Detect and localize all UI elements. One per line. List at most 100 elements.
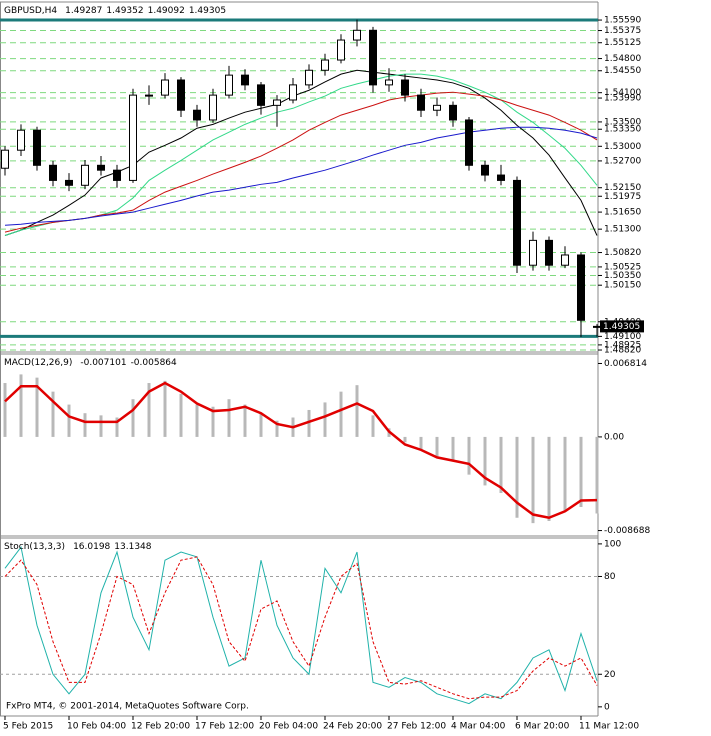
y-tick-label: 1.51975 bbox=[604, 192, 641, 202]
candle-body bbox=[449, 104, 457, 121]
candle-body bbox=[401, 79, 409, 96]
indicator-line bbox=[4, 69, 598, 236]
candle-body bbox=[497, 174, 505, 181]
y-tick-label: 0.006814 bbox=[604, 359, 647, 369]
x-tick-label: 5 Feb 2015 bbox=[3, 722, 53, 732]
candle-body bbox=[65, 179, 73, 186]
candle-body bbox=[417, 94, 425, 111]
candle-body bbox=[1, 149, 9, 169]
y-tick-label: 1.52150 bbox=[604, 183, 641, 193]
copyright: FxPro MT4, © 2001-2014, MetaQuotes Softw… bbox=[6, 702, 249, 712]
candle-body bbox=[225, 74, 233, 96]
indicator-line bbox=[4, 545, 598, 705]
y-tick-label: 1.53990 bbox=[604, 94, 641, 104]
x-tick-label: 20 Feb 04:00 bbox=[259, 722, 318, 732]
y-tick-label: 20 bbox=[604, 670, 616, 680]
candle-body bbox=[33, 129, 41, 166]
panel-title: GBPUSD,H4 bbox=[4, 6, 57, 16]
candle-body bbox=[481, 164, 489, 176]
readout-value: -0.005864 bbox=[131, 358, 177, 368]
x-tick-label: 24 Feb 20:00 bbox=[323, 722, 382, 732]
last-price-label: 1.49305 bbox=[603, 322, 640, 332]
candle-body bbox=[161, 79, 169, 96]
y-tick-label: 80 bbox=[604, 572, 616, 582]
candle-body bbox=[241, 74, 249, 86]
x-tick-label: 27 Feb 12:00 bbox=[387, 722, 446, 732]
candle-body bbox=[369, 29, 377, 86]
candle-body bbox=[129, 94, 137, 181]
x-tick-label: 4 Mar 04:00 bbox=[451, 722, 506, 732]
x-tick-label: 10 Feb 04:00 bbox=[67, 722, 126, 732]
indicator-line bbox=[4, 556, 598, 700]
y-tick-label: 1.50525 bbox=[604, 262, 641, 272]
candle-body bbox=[193, 109, 201, 121]
candle-body bbox=[17, 129, 25, 151]
y-tick-label: 1.52700 bbox=[604, 156, 641, 166]
candle-body bbox=[337, 39, 345, 61]
candle-body bbox=[513, 179, 521, 266]
candle-body bbox=[305, 69, 313, 86]
y-tick-label: 1.48925 bbox=[604, 340, 641, 350]
candle-body bbox=[593, 325, 601, 328]
x-tick-label: 12 Feb 20:00 bbox=[131, 722, 190, 732]
candle-body bbox=[465, 119, 473, 166]
y-tick-label: 0.00 bbox=[604, 432, 624, 442]
candle-body bbox=[257, 84, 265, 106]
indicator-line bbox=[4, 91, 598, 233]
candle-body bbox=[321, 59, 329, 71]
candle-body bbox=[81, 164, 89, 186]
panel-title: Stoch(13,3,3) bbox=[4, 542, 65, 552]
y-tick-label: 1.54800 bbox=[604, 54, 641, 64]
last-price-box bbox=[600, 320, 644, 333]
candle-body bbox=[385, 79, 393, 86]
y-tick-label: 1.53000 bbox=[604, 142, 641, 152]
y-tick-label: 0 bbox=[604, 702, 610, 712]
y-tick-label: 1.55590 bbox=[604, 16, 641, 26]
y-tick-label: 1.50150 bbox=[604, 281, 641, 291]
panel-header: Stoch(13,3,3) 16.0198 13.1348 bbox=[4, 542, 152, 552]
panel-header: GBPUSD,H4 1.49287 1.49352 1.49092 1.49305 bbox=[4, 6, 226, 16]
y-tick-label: 1.55125 bbox=[604, 38, 641, 48]
panel-title: MACD(12,26,9) bbox=[4, 358, 72, 368]
y-tick-label: 1.55375 bbox=[604, 26, 641, 36]
candle-body bbox=[353, 29, 361, 41]
panel: 0.006814 0.00 -0.008688 MACD(12,26,9) -0.007… bbox=[3, 358, 650, 536]
y-tick-label: 1.53500 bbox=[604, 117, 641, 127]
y-tick-label: -0.008688 bbox=[604, 526, 650, 536]
candle-body bbox=[561, 254, 569, 266]
x-tick-label: 11 Mar 12:00 bbox=[579, 722, 639, 732]
x-tick-label: 17 Feb 12:00 bbox=[195, 722, 254, 732]
readout-value: 1.49352 bbox=[106, 6, 143, 16]
candle-body bbox=[177, 79, 185, 111]
indicator-line bbox=[4, 126, 598, 226]
candle-body bbox=[545, 239, 553, 266]
y-tick-label: 1.48820 bbox=[604, 346, 641, 356]
y-tick-label: 1.50820 bbox=[604, 248, 641, 258]
panel-header: MACD(12,26,9) -0.007101 -0.005864 bbox=[4, 358, 177, 368]
readout-value: 1.49092 bbox=[148, 6, 185, 16]
candle-body bbox=[289, 84, 297, 101]
candle-body bbox=[113, 169, 121, 181]
y-tick-label: 1.49100 bbox=[604, 332, 641, 342]
candle-body bbox=[97, 164, 105, 171]
candle-body bbox=[145, 94, 153, 97]
y-tick-label: 1.54550 bbox=[604, 66, 641, 76]
readout-value: -0.007101 bbox=[80, 358, 126, 368]
y-tick-label: 1.51650 bbox=[604, 208, 641, 218]
y-tick-label: 100 bbox=[604, 539, 621, 549]
candle-body bbox=[433, 104, 441, 111]
readout-value: 16.0198 bbox=[73, 542, 110, 552]
candle-body bbox=[49, 164, 57, 181]
x-tick-label: 6 Mar 20:00 bbox=[515, 722, 570, 732]
y-tick-label: 1.54100 bbox=[604, 88, 641, 98]
candle-body bbox=[209, 94, 217, 121]
candle-body bbox=[577, 254, 585, 321]
y-tick-label: 1.53350 bbox=[604, 125, 641, 135]
candle-body bbox=[529, 239, 537, 266]
indicator-line bbox=[4, 381, 598, 520]
y-tick-label: 1.51300 bbox=[604, 225, 641, 235]
candle-body bbox=[273, 99, 281, 106]
panel: 100 80 20 0 Stoch(13,3,3) 16.0198 13.1348 bbox=[0, 539, 621, 712]
